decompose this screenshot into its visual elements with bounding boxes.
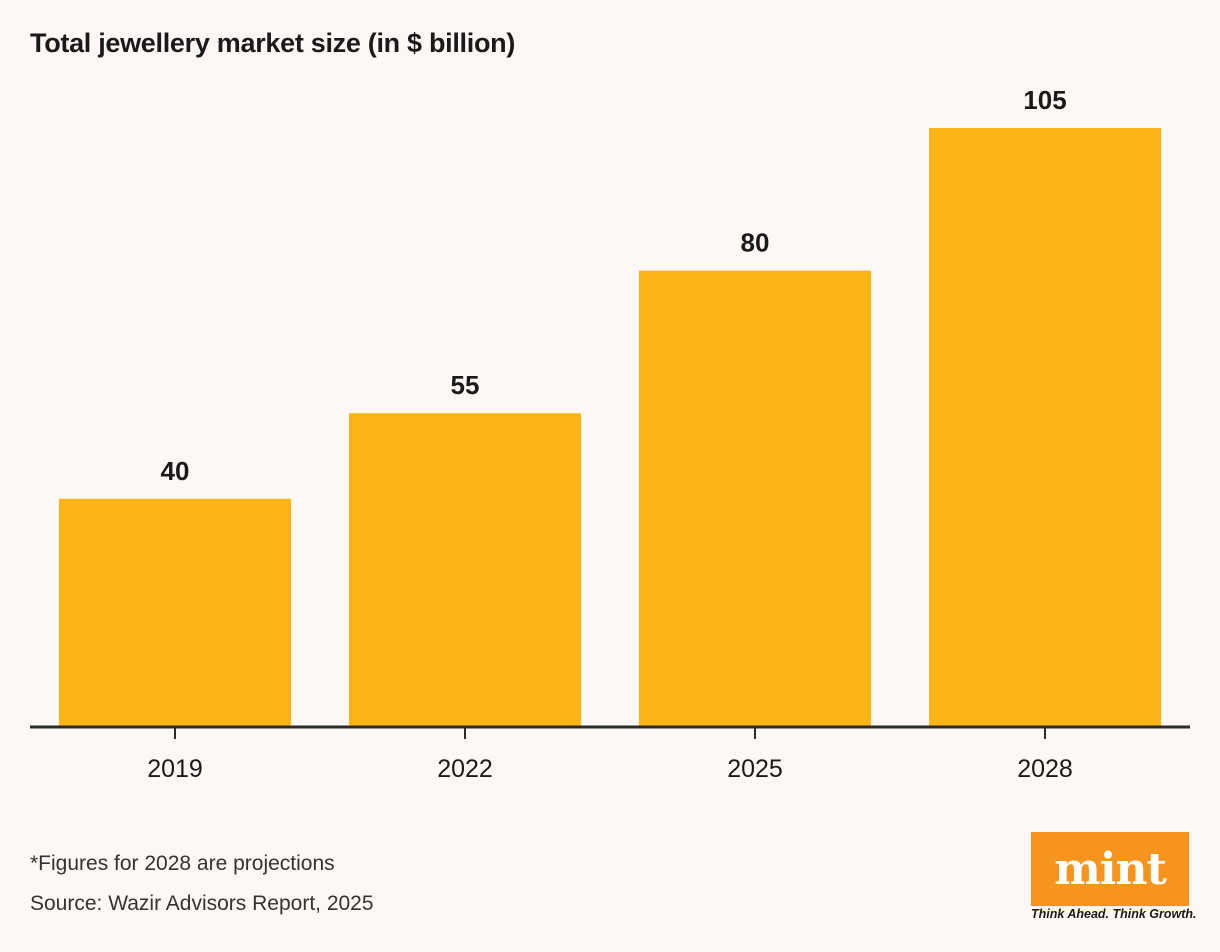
- bar-2019: [59, 498, 291, 727]
- footnote: *Figures for 2028 are projections: [30, 852, 335, 875]
- x-tick-label-2022: 2022: [437, 755, 493, 783]
- x-tick-label-2025: 2025: [727, 755, 783, 783]
- brand-tagline: Think Ahead. Think Growth.: [1031, 907, 1197, 921]
- ticks-layer: 2019 2022 2025 2028: [147, 727, 1073, 783]
- value-label-2028: 105: [1023, 85, 1066, 115]
- value-label-2022: 55: [451, 370, 480, 400]
- value-label-2019: 40: [161, 456, 190, 486]
- bar-2025: [639, 270, 871, 727]
- chart-title: Total jewellery market size (in $ billio…: [30, 28, 516, 58]
- logo-text: mint: [1054, 843, 1167, 895]
- x-tick-label-2028: 2028: [1017, 755, 1073, 783]
- bar-2028: [929, 128, 1161, 727]
- value-label-2025: 80: [741, 228, 770, 258]
- source-note: Source: Wazir Advisors Report, 2025: [30, 892, 374, 915]
- bar-2022: [349, 413, 581, 727]
- bar-chart: 40 55 80 105 2019 2022 2025 2028: [30, 85, 1190, 783]
- x-tick-label-2019: 2019: [147, 755, 203, 783]
- mint-logo: mint: [1031, 832, 1189, 906]
- bars-layer: 40 55 80 105: [59, 85, 1161, 727]
